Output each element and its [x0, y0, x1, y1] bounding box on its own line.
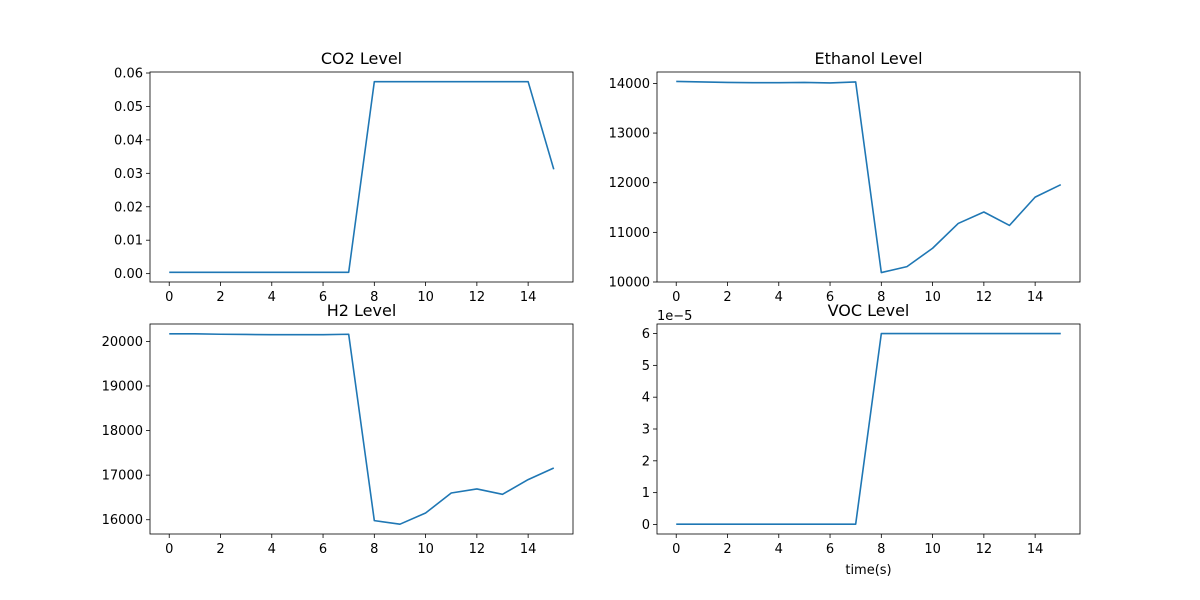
axes-frame	[656, 71, 1081, 283]
y-tick-label: 1	[642, 486, 650, 501]
x-tick-label: 12	[469, 290, 486, 305]
subplot-2: Ethanol Level 0 2 4 6 8 10 12 14 10000 11000 12000 1…	[609, 49, 1081, 305]
y-tick-label: 16000	[102, 513, 143, 528]
x-tick-label: 4	[775, 290, 783, 305]
x-tick-label: 4	[775, 542, 783, 557]
y-tick-label: 12000	[609, 176, 650, 191]
x-tick-label: 4	[268, 542, 276, 557]
subplot-1: CO2 Level 0 2 4 6 8 10 12 14 0.00 0.01 0.02 0.03 0.04…	[114, 49, 574, 305]
y-tick-label: 20000	[102, 335, 143, 350]
x-tick-label: 14	[520, 542, 537, 557]
y-offset-label: 1e−5	[657, 309, 692, 324]
y-tick-label: 0.01	[114, 234, 143, 249]
x-tick-label: 2	[216, 290, 224, 305]
subplot-title: H2 Level	[327, 301, 397, 320]
axes-frame	[656, 323, 1081, 535]
x-tick-label: 6	[319, 290, 327, 305]
x-tick-label: 10	[417, 542, 434, 557]
y-tick-label: 0.03	[114, 167, 143, 182]
x-tick-label: 12	[976, 290, 993, 305]
x-tick-label: 10	[924, 542, 941, 557]
series-line	[169, 80, 555, 274]
subplot-title: Ethanol Level	[814, 49, 922, 68]
x-tick-label: 14	[1027, 542, 1044, 557]
x-tick-label: 12	[469, 542, 486, 557]
y-tick-label: 5	[642, 359, 650, 374]
x-tick-label: 14	[1027, 290, 1044, 305]
x-tick-label: 8	[877, 542, 885, 557]
x-tick-label: 6	[826, 290, 834, 305]
subplot-title: CO2 Level	[321, 49, 402, 68]
axes-frame	[149, 323, 574, 535]
y-tick-label: 0.05	[114, 100, 143, 115]
x-tick-label: 8	[877, 290, 885, 305]
x-tick-label: 0	[165, 290, 173, 305]
x-tick-label: 6	[319, 542, 327, 557]
x-tick-label: 0	[672, 290, 680, 305]
x-tick-label: 0	[165, 542, 173, 557]
series-line	[169, 333, 555, 525]
y-tick-label: 11000	[609, 226, 650, 241]
y-tick-label: 13000	[609, 127, 650, 142]
x-tick-label: 4	[268, 290, 276, 305]
x-tick-label: 10	[924, 290, 941, 305]
subplot-title: VOC Level	[828, 301, 910, 320]
y-tick-label: 2	[642, 454, 650, 469]
y-tick-label: 0.06	[114, 67, 143, 82]
x-tick-label: 2	[723, 290, 731, 305]
x-tick-label: 8	[370, 290, 378, 305]
y-tick-label: 3	[642, 423, 650, 438]
y-tick-label: 0.04	[114, 133, 143, 148]
x-tick-label: 0	[672, 542, 680, 557]
series-line	[676, 332, 1061, 525]
y-tick-label: 18000	[102, 424, 143, 439]
y-tick-label: 4	[642, 391, 650, 406]
axes-frame	[149, 71, 574, 283]
x-tick-label: 14	[520, 290, 537, 305]
series-line	[676, 80, 1062, 274]
x-axis-label: time(s)	[845, 563, 891, 578]
x-tick-label: 12	[976, 542, 993, 557]
subplot-3: H2 Level 0 2 4 6 8 10 12 14 16000 17000 18000 19000 2…	[102, 301, 574, 557]
y-tick-label: 19000	[102, 379, 143, 394]
x-tick-label: 2	[216, 542, 224, 557]
y-tick-label: 0	[642, 518, 650, 533]
y-tick-label: 0.00	[114, 267, 143, 282]
x-tick-label: 8	[370, 542, 378, 557]
y-tick-label: 14000	[609, 77, 650, 92]
x-tick-label: 10	[417, 290, 434, 305]
x-tick-label: 6	[826, 542, 834, 557]
y-tick-label: 6	[642, 327, 650, 342]
y-tick-label: 17000	[102, 469, 143, 484]
y-tick-label: 10000	[609, 276, 650, 291]
x-tick-label: 2	[723, 542, 731, 557]
y-tick-label: 0.02	[114, 200, 143, 215]
